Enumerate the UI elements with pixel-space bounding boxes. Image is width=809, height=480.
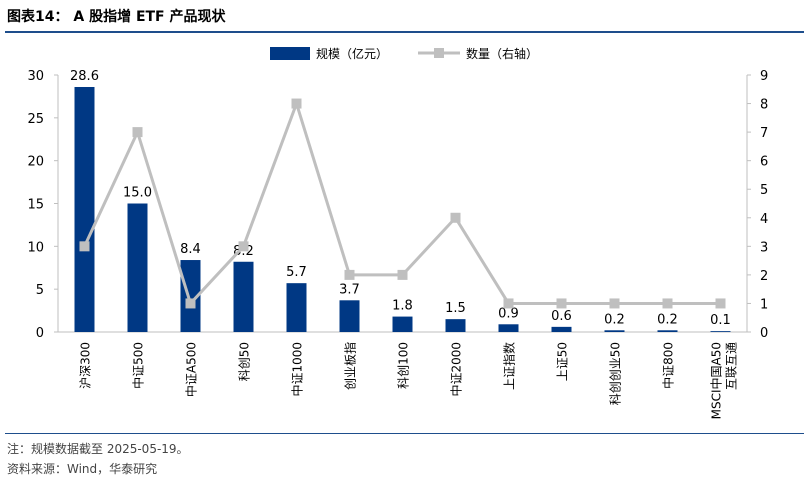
x-tick-label: 科创50 xyxy=(238,342,252,381)
x-tick-label: 沪深300 xyxy=(79,342,93,389)
x-tick-label: 中证2000 xyxy=(449,342,464,397)
y-left-tick-label: 5 xyxy=(36,283,44,298)
legend-label-bar: 规模（亿元） xyxy=(316,46,388,61)
bar-12 xyxy=(657,330,678,332)
bar-13 xyxy=(710,331,731,332)
legend-label-line: 数量（右轴） xyxy=(466,46,538,61)
y-left-tick-label: 20 xyxy=(27,155,44,170)
chart-title: 图表14： A 股指增 ETF 产品现状 xyxy=(7,9,226,25)
bar-value-label: 5.7 xyxy=(286,265,307,280)
x-tick-label: 中证800 xyxy=(661,342,676,389)
top-rule xyxy=(5,31,804,33)
count-point-7 xyxy=(397,269,408,280)
bar-11 xyxy=(604,330,625,332)
x-tick-label: MSCI中国A50互联互通 xyxy=(709,342,739,419)
y-right-tick-label: 4 xyxy=(760,212,768,227)
count-point-1 xyxy=(79,241,90,252)
bar-value-label: 0.1 xyxy=(710,313,731,328)
bar-4 xyxy=(233,261,254,332)
y-left-tick-label: 25 xyxy=(27,112,44,127)
y-left-tick-label: 0 xyxy=(36,326,44,341)
count-point-10 xyxy=(556,298,567,309)
bar-9 xyxy=(498,324,519,332)
x-tick-label: 创业板指 xyxy=(343,342,358,390)
bar-value-label: 28.6 xyxy=(70,69,99,84)
bar-value-label: 8.4 xyxy=(180,242,201,257)
count-point-11 xyxy=(609,298,620,309)
bar-value-label: 0.9 xyxy=(498,306,519,321)
bar-7 xyxy=(392,316,413,332)
x-tick-label: 上证指数 xyxy=(502,342,517,390)
y-right-tick-label: 7 xyxy=(760,126,768,141)
bottom-rule xyxy=(5,433,804,434)
count-point-8 xyxy=(450,212,461,223)
bar-value-label: 1.5 xyxy=(445,301,466,316)
y-right-tick-label: 1 xyxy=(760,297,768,312)
x-tick-label: 中证500 xyxy=(131,342,146,389)
y-right-tick-label: 3 xyxy=(760,240,768,255)
y-right-tick-label: 8 xyxy=(760,98,768,113)
bar-2 xyxy=(127,203,148,332)
x-tick-label: 中证A500 xyxy=(184,342,199,397)
bar-value-label: 0.2 xyxy=(604,312,625,327)
y-left-tick-label: 10 xyxy=(27,240,44,255)
y-right-tick-label: 5 xyxy=(760,183,768,198)
bar-6 xyxy=(339,300,360,332)
count-point-3 xyxy=(185,298,196,309)
bar-3 xyxy=(180,260,201,332)
count-point-4 xyxy=(238,241,249,252)
bar-value-label: 3.7 xyxy=(339,282,360,297)
count-point-12 xyxy=(662,298,673,309)
x-tick-label: 上证50 xyxy=(556,342,570,381)
count-point-5 xyxy=(291,98,302,109)
y-right-tick-label: 9 xyxy=(760,69,768,84)
x-tick-label: 科创100 xyxy=(397,342,411,389)
bar-5 xyxy=(286,283,307,332)
footnote: 注：规模数据截至 2025-05-19。 xyxy=(7,442,189,456)
count-point-2 xyxy=(132,127,143,138)
combo-chart: 051015202530012345678928.615.08.48.25.73… xyxy=(27,46,768,419)
y-right-tick-label: 2 xyxy=(760,269,768,284)
bar-value-label: 0.2 xyxy=(657,312,678,327)
y-right-tick-label: 6 xyxy=(760,155,768,170)
source-note: 资料来源：Wind，华泰研究 xyxy=(7,462,158,476)
bar-8 xyxy=(445,319,466,332)
bar-10 xyxy=(551,326,572,332)
x-tick-label: 科创创业50 xyxy=(609,342,623,405)
bar-value-label: 0.6 xyxy=(551,309,572,324)
bar-1 xyxy=(74,86,95,332)
legend-swatch-marker xyxy=(434,48,444,58)
x-tick-label: 中证1000 xyxy=(290,342,305,397)
legend-swatch-bar xyxy=(270,47,310,60)
y-right-tick-label: 0 xyxy=(760,326,768,341)
count-point-9 xyxy=(503,298,514,309)
y-left-tick-label: 15 xyxy=(27,198,44,213)
count-point-6 xyxy=(344,269,355,280)
bar-value-label: 15.0 xyxy=(123,186,152,201)
bar-value-label: 1.8 xyxy=(392,299,413,314)
y-left-tick-label: 30 xyxy=(27,69,44,84)
count-point-13 xyxy=(715,298,726,309)
